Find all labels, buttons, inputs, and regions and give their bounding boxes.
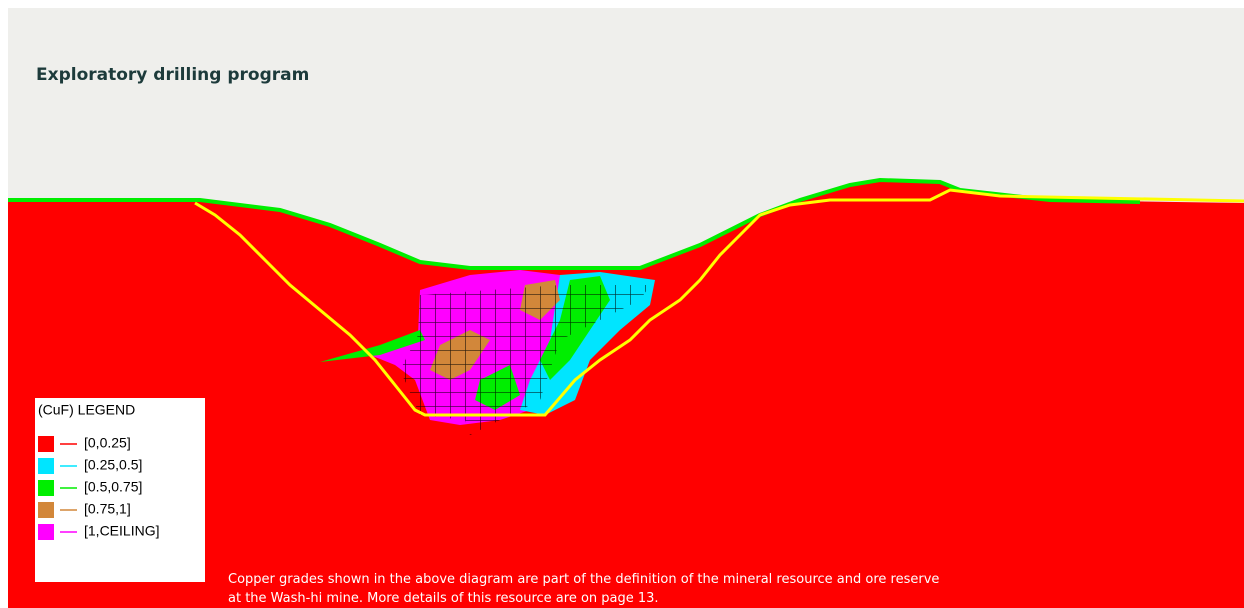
legend-swatch xyxy=(38,502,54,518)
legend-label: [0,0.25] xyxy=(84,435,131,451)
title: Exploratory drilling program xyxy=(36,65,309,85)
legend-label: [0.5,0.75] xyxy=(84,479,142,495)
caption-line: at the Wash-hi mine. More details of thi… xyxy=(228,591,659,606)
legend-label: [1,CEILING] xyxy=(84,523,159,539)
caption-line: Copper grades shown in the above diagram… xyxy=(228,572,939,587)
legend-swatch xyxy=(38,436,54,452)
legend-title: (CuF) LEGEND xyxy=(38,402,135,418)
legend-items: [0,0.25] [0.25,0.5] [0.5,0.75] [0.75,1] [1,C… xyxy=(38,435,159,540)
legend-label: [0.25,0.5] xyxy=(84,457,142,473)
legend: (CuF) LEGEND [0,0.25] [0.25,0.5] [0.5,0.75… xyxy=(35,398,205,582)
legend-box xyxy=(35,398,205,582)
legend-swatch xyxy=(38,480,54,496)
legend-swatch xyxy=(38,524,54,540)
cross-section xyxy=(8,177,1244,608)
legend-swatch xyxy=(38,458,54,474)
legend-label: [0.75,1] xyxy=(84,501,131,517)
